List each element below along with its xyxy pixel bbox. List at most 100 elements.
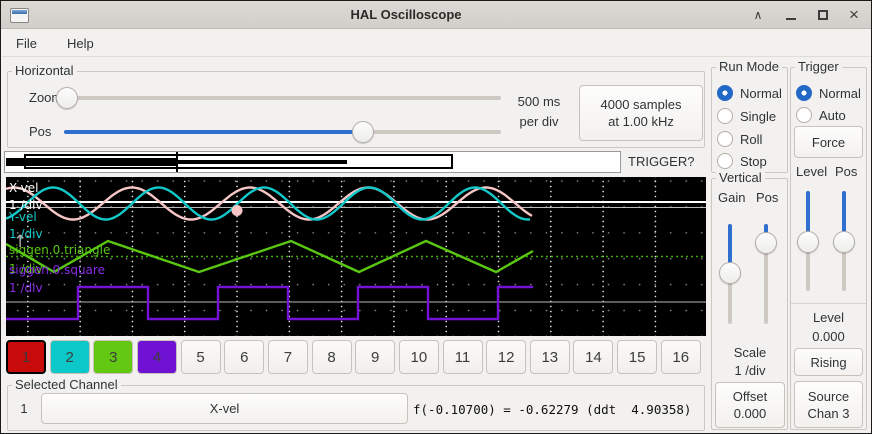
radio-icon bbox=[717, 153, 733, 169]
trigger-edge-button[interactable]: Rising bbox=[794, 348, 863, 376]
channel-button-13[interactable]: 13 bbox=[529, 340, 570, 374]
run-mode-option-label: Stop bbox=[740, 153, 767, 169]
record-marker-line bbox=[176, 152, 178, 172]
run-mode-option-label: Roll bbox=[740, 131, 763, 147]
trace-name-label-X-vel: X-vel bbox=[9, 181, 39, 195]
trigger-level-slider-handle[interactable] bbox=[797, 231, 819, 253]
trigger-level-caption: Level bbox=[812, 310, 845, 325]
radio-icon bbox=[717, 85, 733, 101]
radio-icon bbox=[717, 108, 733, 124]
menu-file[interactable]: File bbox=[16, 35, 37, 51]
record-view-bar bbox=[6, 158, 177, 166]
trigger-level-value: 0.000 bbox=[812, 329, 845, 344]
trigger-group: Trigger bbox=[790, 59, 867, 430]
window-title: HAL Oscilloscope bbox=[350, 7, 462, 22]
trigger-pos-slider-handle[interactable] bbox=[833, 231, 855, 253]
trace-siggen.0.triangle bbox=[6, 239, 534, 274]
zoom-slider-handle[interactable] bbox=[56, 87, 78, 109]
hpos-slider-label: Pos bbox=[29, 124, 52, 139]
scope-display[interactable]: X-vel 1 /div Y-vel 1 /div siggen.0.triangle 1… bbox=[6, 177, 706, 336]
channel-button-16[interactable]: 16 bbox=[660, 340, 701, 374]
force-button[interactable]: Force bbox=[794, 126, 863, 158]
run-mode-option-roll[interactable]: Roll bbox=[717, 130, 762, 148]
trace-name-label-siggen.0.triangle: siggen.0.triangle bbox=[9, 243, 111, 257]
zoom-slider-label: Zoom bbox=[29, 90, 63, 105]
run-mode-option-single[interactable]: Single bbox=[717, 107, 776, 125]
trigger-level-slider-fill bbox=[806, 191, 810, 242]
scope-traces bbox=[6, 186, 706, 321]
channel-button-10[interactable]: 10 bbox=[398, 340, 439, 374]
offset-button[interactable]: Offset 0.000 bbox=[715, 382, 785, 428]
trace-siggen.0.square bbox=[6, 285, 533, 321]
gain-slider-handle[interactable] bbox=[719, 262, 741, 284]
trace-Y-vel bbox=[6, 186, 531, 221]
radio-icon bbox=[796, 85, 812, 101]
channel-button-7[interactable]: 7 bbox=[267, 340, 308, 374]
menu-help[interactable]: Help bbox=[66, 35, 94, 51]
trace-scale-label-siggen.0.triangle: 1 /div bbox=[9, 262, 43, 276]
app-window-icon[interactable] bbox=[10, 8, 29, 23]
menu-bar: File Help bbox=[2, 30, 871, 57]
channel-button-2[interactable]: 2 bbox=[49, 340, 90, 374]
time-per-div-value: 500 ms bbox=[517, 94, 561, 109]
trace-name-label-Y-vel: Y-vel bbox=[9, 210, 37, 224]
trace-scale-label-Y-vel: 1 /div bbox=[9, 227, 43, 241]
minimize-icon bbox=[786, 18, 796, 20]
title-bar[interactable]: HAL Oscilloscope ∧ × bbox=[1, 1, 871, 29]
scale-value: 1 /div bbox=[734, 363, 766, 378]
scale-caption: Scale bbox=[733, 345, 767, 360]
channel-button-9[interactable]: 9 bbox=[355, 340, 396, 374]
channel-button-6[interactable]: 6 bbox=[224, 340, 265, 374]
shade-button[interactable]: ∧ bbox=[753, 8, 763, 22]
channel-button-15[interactable]: 15 bbox=[617, 340, 658, 374]
trigger-mode-option-auto[interactable]: Auto bbox=[796, 106, 846, 124]
horizontal-group: Horizontal bbox=[7, 63, 705, 148]
selected-channel-group-label: Selected Channel bbox=[12, 377, 121, 392]
hpos-slider-fill bbox=[64, 130, 363, 134]
trigger-separator bbox=[791, 303, 866, 304]
vpos-slider-handle[interactable] bbox=[755, 232, 777, 254]
gain-slider-fill bbox=[728, 224, 732, 273]
minimize-button[interactable] bbox=[780, 6, 802, 24]
channel-button-8[interactable]: 8 bbox=[311, 340, 352, 374]
horizontal-group-label: Horizontal bbox=[12, 63, 77, 78]
radio-icon bbox=[717, 131, 733, 147]
channel-button-4[interactable]: 4 bbox=[136, 340, 177, 374]
trigger-source-button[interactable]: Source Chan 3 bbox=[794, 381, 863, 428]
radio-icon bbox=[796, 107, 812, 123]
close-button[interactable]: × bbox=[849, 5, 859, 24]
trigger-mode-option-normal[interactable]: Normal bbox=[796, 84, 861, 102]
selected-channel-number: 1 bbox=[20, 401, 28, 416]
channel-name-button[interactable]: X-vel bbox=[41, 393, 408, 424]
samples-button[interactable]: 4000 samples at 1.00 kHz bbox=[579, 85, 703, 141]
run-mode-option-normal[interactable]: Normal bbox=[717, 84, 782, 102]
run-mode-option-stop[interactable]: Stop bbox=[717, 152, 767, 170]
record-extent-outline bbox=[24, 154, 453, 169]
record-position-bar[interactable] bbox=[4, 151, 621, 173]
channel-button-5[interactable]: 5 bbox=[180, 340, 221, 374]
trigger-pos-slider-label: Pos bbox=[835, 164, 858, 179]
trigger-pos-slider-fill bbox=[842, 191, 846, 242]
hpos-slider-handle[interactable] bbox=[352, 121, 374, 143]
trace-scale-label-X-vel: 1 /div bbox=[9, 198, 43, 212]
channel-button-1[interactable]: 1 bbox=[6, 340, 46, 374]
gain-slider-label: Gain bbox=[718, 190, 746, 205]
vertical-group: Vertical bbox=[711, 170, 788, 430]
channel-button-12[interactable]: 12 bbox=[486, 340, 527, 374]
maximize-icon bbox=[818, 10, 828, 20]
vpos-slider-label: Pos bbox=[756, 190, 779, 205]
trigger-status-text: TRIGGER? bbox=[628, 154, 695, 169]
channel-button-11[interactable]: 11 bbox=[442, 340, 483, 374]
vpos-slider-track[interactable] bbox=[764, 224, 768, 324]
trigger-mode-option-label: Auto bbox=[819, 107, 846, 123]
maximize-button[interactable] bbox=[812, 6, 834, 24]
channel-button-3[interactable]: 3 bbox=[93, 340, 134, 374]
run-mode-option-label: Normal bbox=[740, 85, 782, 101]
selected-point-dot[interactable] bbox=[231, 205, 243, 216]
channel-button-14[interactable]: 14 bbox=[573, 340, 614, 374]
selected-channel-group: Selected Channel bbox=[7, 377, 705, 431]
vertical-group-label: Vertical bbox=[716, 170, 765, 185]
cursor-readout: f(-0.10700) = -0.62279 (ddt 4.90358) bbox=[413, 402, 692, 417]
zoom-slider-track[interactable] bbox=[55, 96, 501, 100]
